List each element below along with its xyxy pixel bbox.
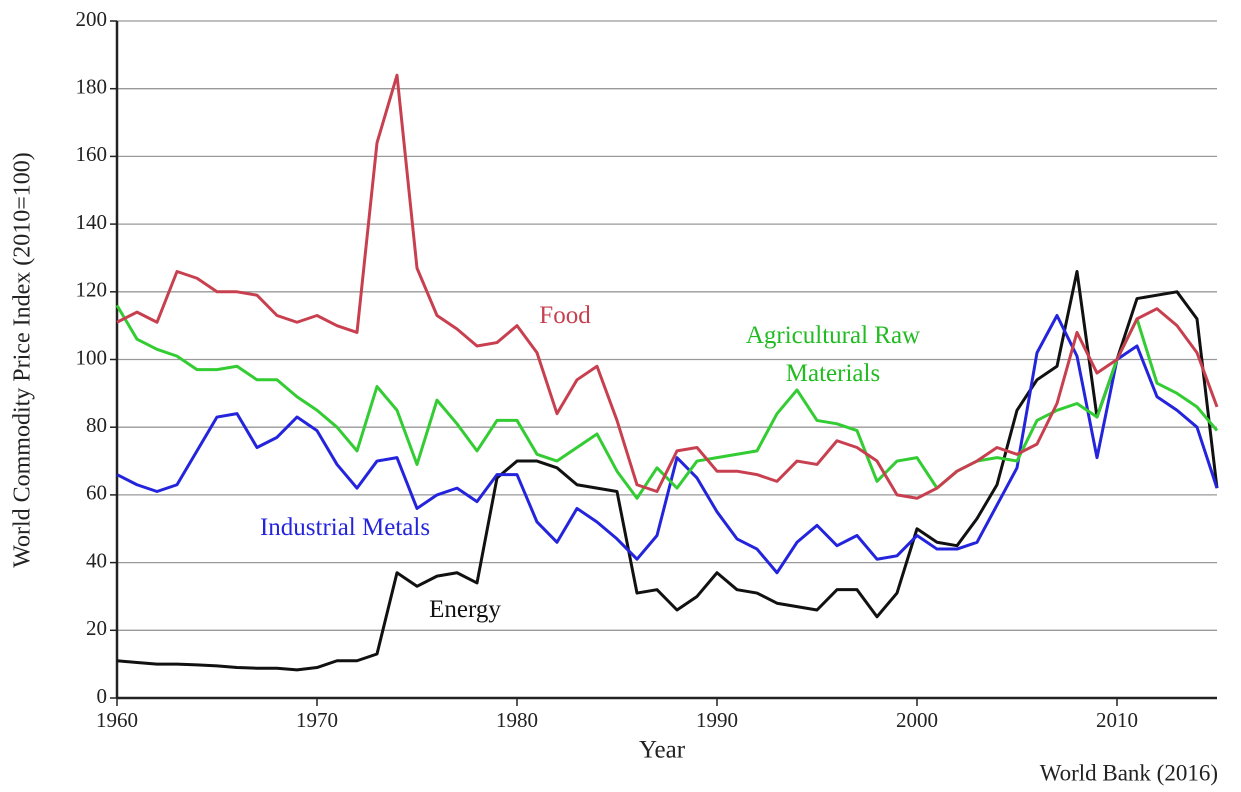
x-tick-label: 1960 [96,708,138,732]
x-tick-label: 1980 [496,708,538,732]
y-tick-label: 60 [86,481,107,505]
series-line [116,73,1219,500]
y-tick-label: 0 [97,684,108,708]
series-line [115,304,1219,500]
series-label: Food [539,302,591,329]
x-tick-label: 2010 [1096,708,1138,732]
y-tick-label: 20 [86,616,107,640]
x-tick-label: 1970 [296,708,338,732]
series-line [116,313,1219,575]
y-tick-label: 100 [76,345,108,369]
x-tick-label: 1990 [696,708,738,732]
x-axis-label: Year [639,737,686,764]
series-line [116,269,1219,672]
y-tick-label: 80 [86,413,107,437]
x-tick-label: 2000 [896,708,938,732]
y-tick-label: 120 [76,278,108,302]
y-tick-label: 140 [76,210,108,234]
series-label: Agricultural Raw Materials [745,322,921,387]
y-axis-label: World Commodity Price Index (2010=100) [10,152,36,568]
series-label: Energy [429,596,501,623]
y-tick-label: 160 [76,142,108,166]
y-tick-label: 180 [76,75,108,99]
source-note: World Bank (2016) [1040,760,1218,785]
y-tick-label: 40 [86,548,107,572]
y-tick-label: 200 [76,7,108,31]
series-label: Industrial Metals [259,514,431,541]
